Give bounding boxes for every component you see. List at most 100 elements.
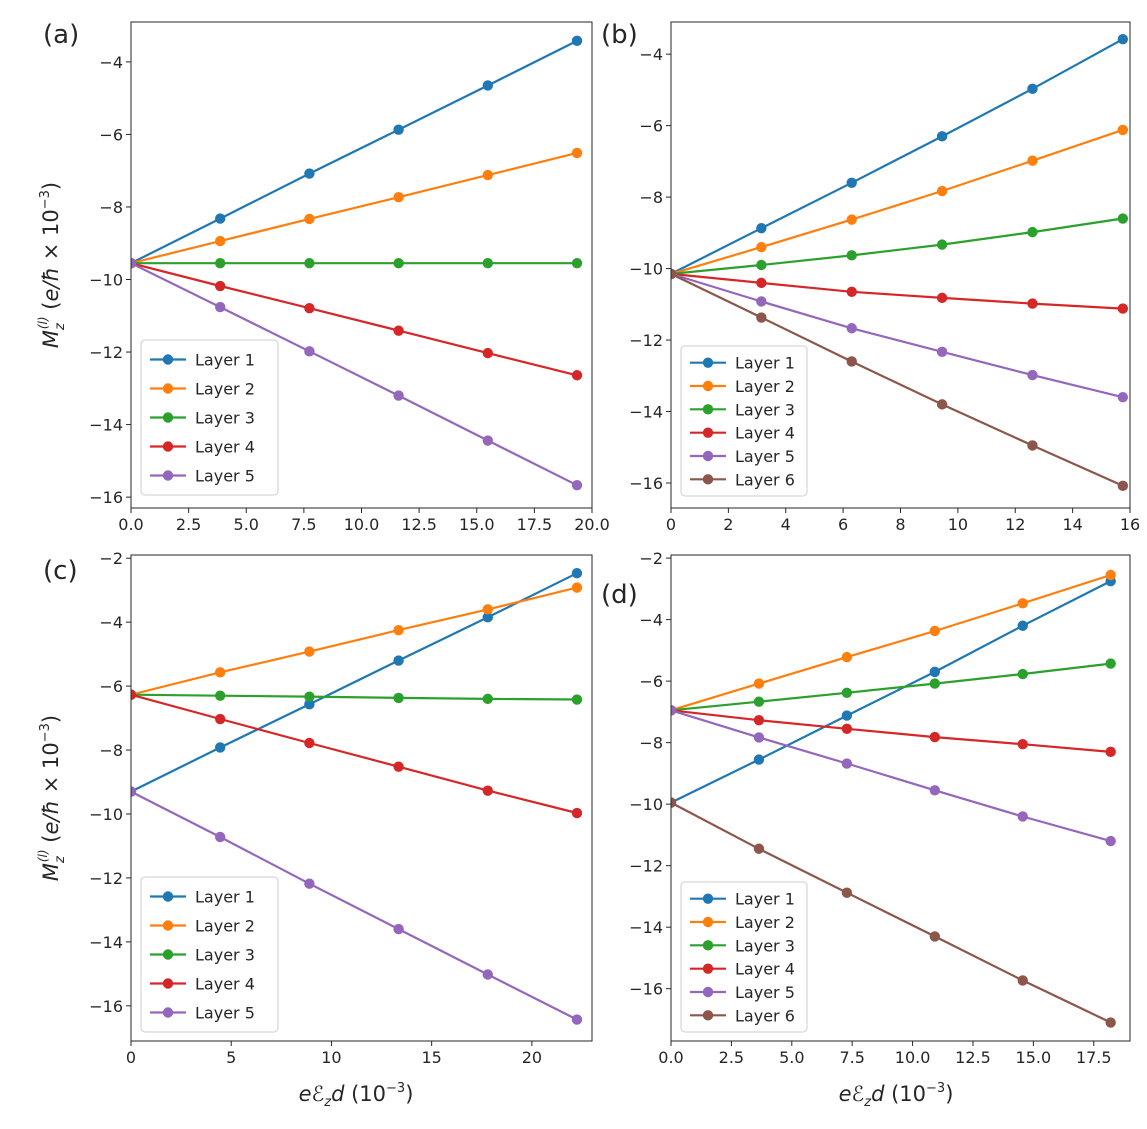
data-point-layer-2 — [756, 241, 767, 253]
panel-label: (c) — [43, 556, 78, 586]
data-point-layer-4 — [304, 737, 315, 749]
data-point-layer-6 — [841, 887, 853, 898]
data-point-layer-1 — [1117, 33, 1129, 45]
legend-marker-layer-5 — [162, 1007, 174, 1018]
legend-marker-layer-5 — [702, 986, 714, 998]
data-point-layer-3 — [482, 693, 493, 705]
y-tick-label: −6 — [99, 677, 123, 696]
data-point-layer-3 — [756, 259, 767, 271]
data-point-layer-6 — [671, 797, 677, 808]
x-tick-label: 0 — [666, 515, 676, 534]
y-tick-label: −6 — [639, 672, 663, 691]
series-line-layer-4 — [131, 262, 578, 377]
x-tick-label: 2 — [723, 515, 733, 534]
y-tick-label: −8 — [639, 734, 663, 753]
data-point-layer-5 — [1105, 835, 1116, 847]
y-tick-label: −12 — [629, 857, 663, 876]
data-point-layer-5 — [571, 479, 583, 491]
legend-marker-layer-2 — [702, 380, 714, 392]
x-tick-label: 0 — [126, 1048, 136, 1067]
legend-marker-layer-1 — [162, 354, 174, 365]
data-point-layer-5 — [1027, 369, 1038, 381]
data-point-layer-4 — [929, 731, 941, 743]
legend-label-layer-2: Layer 2 — [195, 917, 255, 936]
x-tick-label: 16 — [1120, 515, 1140, 534]
x-tick-label: 17.5 — [1076, 1048, 1112, 1067]
x-tick-label: 4 — [781, 515, 791, 534]
x-tick-label: 5 — [226, 1048, 236, 1067]
legend: Layer 1 Layer 2 Layer 3 Layer 4 Layer 5 — [140, 876, 279, 1033]
data-point-layer-4 — [215, 280, 226, 292]
y-tick-label: −16 — [629, 474, 663, 493]
data-point-layer-1 — [841, 710, 853, 721]
x-tick-label: 15.0 — [1016, 1048, 1052, 1067]
data-point-layer-6 — [671, 268, 677, 280]
y-tick-label: −14 — [629, 403, 663, 422]
legend-label-layer-5: Layer 5 — [735, 447, 795, 466]
y-tick-label: −10 — [89, 271, 123, 290]
y-tick-label: −8 — [99, 741, 123, 760]
data-point-layer-6 — [929, 931, 941, 942]
series-line-layer-5 — [671, 272, 1124, 399]
y-tick-label: −2 — [99, 549, 123, 568]
legend-label-layer-5: Layer 5 — [195, 467, 255, 486]
legend-label-layer-2: Layer 2 — [195, 380, 255, 399]
legend-marker-layer-6 — [702, 1010, 714, 1021]
data-point-layer-1 — [756, 222, 767, 234]
legend-label-layer-2: Layer 2 — [735, 377, 795, 396]
series-line-layer-1 — [671, 38, 1124, 275]
y-tick-label: −14 — [89, 416, 123, 435]
series-line-layer-3 — [671, 662, 1111, 712]
legend-label-layer-4: Layer 4 — [195, 975, 255, 994]
data-point-layer-6 — [936, 399, 948, 410]
legend-marker-layer-1 — [162, 891, 174, 902]
series-line-layer-4 — [671, 709, 1111, 753]
legend-marker-layer-2 — [162, 920, 174, 931]
x-axis-label: eℰzd (10−3) — [839, 1081, 954, 1110]
data-point-layer-1 — [482, 612, 493, 623]
data-point-layer-2 — [929, 625, 941, 637]
plot-area — [131, 568, 583, 1025]
data-point-layer-6 — [753, 843, 765, 854]
data-point-layer-2 — [571, 582, 583, 593]
legend-label-layer-1: Layer 1 — [195, 888, 255, 907]
series-line-layer-1 — [131, 572, 578, 793]
y-tick-label: −16 — [629, 980, 663, 999]
legend-label-layer-4: Layer 4 — [735, 424, 795, 443]
data-point-layer-5 — [571, 1014, 583, 1025]
data-point-layer-6 — [846, 356, 857, 367]
legend-marker-layer-2 — [162, 383, 174, 394]
data-point-layer-5 — [482, 969, 493, 980]
x-tick-label: 0.0 — [658, 1048, 683, 1067]
legend-label-layer-4: Layer 4 — [195, 438, 255, 457]
x-tick-label: 20 — [522, 1048, 542, 1067]
legend-marker-layer-1 — [702, 357, 714, 368]
y-tick-label: −8 — [639, 188, 663, 207]
data-point-layer-4 — [1027, 298, 1038, 309]
legend-marker-layer-5 — [702, 450, 714, 462]
series-line-layer-1 — [131, 39, 578, 265]
data-point-layer-2 — [753, 678, 765, 689]
data-point-layer-4 — [131, 689, 137, 700]
legend-label-layer-3: Layer 3 — [195, 946, 255, 965]
legend-marker-layer-4 — [702, 427, 714, 438]
data-point-layer-3 — [215, 257, 226, 269]
data-point-layer-2 — [393, 624, 404, 636]
series-line-layer-2 — [131, 151, 578, 265]
legend-label-layer-6: Layer 6 — [735, 1006, 795, 1025]
panel-a: 0.0 2.5 5.0 7.5 10.0 12.5 15.0 17.5 20.0 −16 −14 −1… — [43, 20, 610, 534]
data-point-layer-1 — [929, 666, 941, 678]
series-line-layer-3 — [131, 693, 578, 701]
x-tick-label: 10.0 — [895, 1048, 931, 1067]
data-point-layer-4 — [571, 807, 583, 819]
x-tick-label: 14 — [1062, 515, 1082, 534]
data-point-layer-1 — [846, 177, 857, 189]
data-point-layer-2 — [215, 235, 226, 247]
y-axis-label: Mz(l) (e/ħ × 10−3) — [36, 182, 68, 348]
data-point-layer-1 — [214, 742, 226, 753]
data-point-layer-3 — [929, 678, 941, 689]
data-point-layer-1 — [393, 124, 404, 135]
legend-marker-layer-3 — [702, 404, 714, 415]
